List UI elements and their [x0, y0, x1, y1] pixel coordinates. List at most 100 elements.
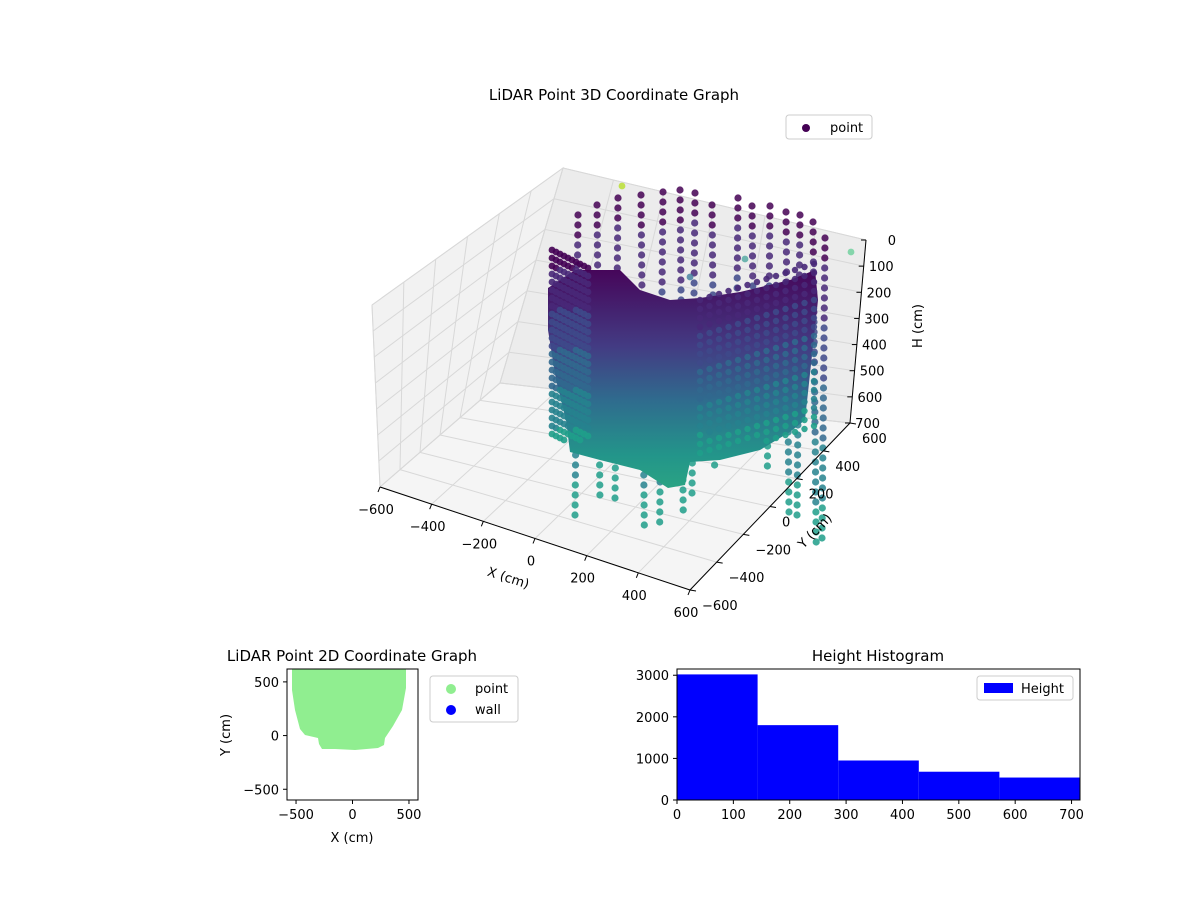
cloud-point [677, 266, 685, 274]
cloud-point [715, 335, 723, 343]
point-region-2d [292, 669, 406, 750]
cloud-point [810, 296, 818, 304]
cloud-point [801, 281, 808, 289]
cloud-point [794, 451, 802, 459]
cloud-point [772, 308, 780, 316]
cloud-point [763, 320, 770, 328]
cloud-point [611, 464, 619, 472]
cloud-point [810, 305, 818, 313]
legend-label-point-2d: point [475, 682, 508, 697]
cloud-point [734, 320, 742, 328]
cloud-point [772, 353, 780, 361]
chart-histogram: Height Histogram 0 100 200 300 400 500 600 7000… [636, 647, 1084, 823]
cloud-point [782, 323, 789, 331]
cloud-point [791, 419, 799, 427]
grid-line-wall [499, 167, 564, 384]
cloud-point [782, 218, 790, 226]
z-tick-label: 700 [855, 417, 880, 432]
cloud-point [734, 374, 742, 382]
cloud-point [765, 252, 774, 260]
cloud-point [715, 416, 723, 424]
cloud-point [801, 344, 808, 352]
cloud-point [794, 441, 802, 449]
cloud-point [744, 335, 751, 343]
cloud-point [725, 350, 732, 358]
cloud-point [810, 314, 818, 322]
x-tick-label: 600 [674, 606, 699, 621]
cloud-point [782, 296, 789, 304]
cloud-point [688, 489, 696, 497]
cloud-point [584, 320, 592, 328]
cloud-point [782, 395, 789, 403]
cloud-point [658, 258, 666, 266]
cloud-point [593, 211, 601, 219]
cloud-point [611, 484, 619, 492]
cloud-point [659, 218, 667, 226]
cloud-point [791, 428, 799, 436]
cloud-point [658, 238, 667, 246]
cloud-point [744, 308, 751, 316]
cloud-point [734, 365, 742, 373]
cloud-point [782, 287, 789, 295]
cloud-point [809, 238, 817, 246]
cloud-point [725, 305, 732, 313]
z-tick-label: 300 [864, 312, 889, 327]
cloud-point [810, 323, 818, 331]
cloud-point [638, 271, 646, 279]
grid-line-z [379, 382, 501, 488]
cloud-point [766, 242, 774, 250]
chart-hist-title: Height Histogram [812, 647, 944, 665]
x-tick-label-2d: 500 [397, 808, 422, 823]
cloud-point [812, 528, 820, 536]
cloud-point [784, 438, 792, 446]
cloud-point [793, 471, 802, 479]
chart-2d: LiDAR Point 2D Coordinate Graph −500 0 500… [219, 647, 519, 846]
x-tick [377, 486, 381, 493]
cloud-point [772, 380, 780, 388]
cloud-point [574, 231, 582, 239]
cloud-point [638, 261, 646, 269]
cloud-point [810, 287, 818, 295]
grid-line-wall [371, 304, 381, 488]
cloud-point [637, 211, 645, 219]
cloud-point [772, 434, 780, 442]
cloud-point [820, 324, 828, 332]
cloud-point [763, 462, 772, 470]
cloud-point [734, 234, 742, 242]
cloud-point [734, 329, 742, 337]
cloud-point [706, 401, 713, 409]
cloud-point [659, 228, 667, 236]
legend-label-wall-2d: wall [475, 703, 501, 718]
cloud-point [821, 234, 829, 242]
cloud-point [696, 440, 704, 448]
cloud-point [791, 275, 799, 283]
cloud-point [658, 278, 666, 286]
cloud-point [810, 350, 818, 358]
cloud-point [571, 501, 579, 509]
z-tick-label: 100 [869, 260, 894, 275]
cloud-point [809, 228, 817, 236]
cloud-point [763, 383, 770, 391]
cloud-point [818, 534, 826, 542]
cloud-point [819, 414, 827, 422]
cloud-point [782, 305, 789, 313]
cloud-point [772, 272, 780, 280]
cloud-point [734, 392, 742, 400]
grid-line-z [376, 290, 528, 410]
cloud-point [782, 332, 789, 340]
cloud-point [596, 471, 604, 479]
cloud-point [640, 481, 648, 489]
cloud-point [810, 368, 818, 376]
cloud-point [791, 410, 799, 418]
cloud-point [744, 353, 751, 361]
cloud-point [820, 314, 828, 322]
cloud-point [715, 380, 723, 388]
cloud-point [763, 356, 770, 364]
cloud-point [819, 424, 827, 432]
cloud-point [763, 410, 770, 418]
x-tick-label-hist: 400 [890, 808, 915, 823]
cloud-point [811, 468, 820, 476]
cloud-point [734, 194, 742, 202]
cloud-point [708, 211, 716, 219]
cloud-point [811, 448, 819, 456]
